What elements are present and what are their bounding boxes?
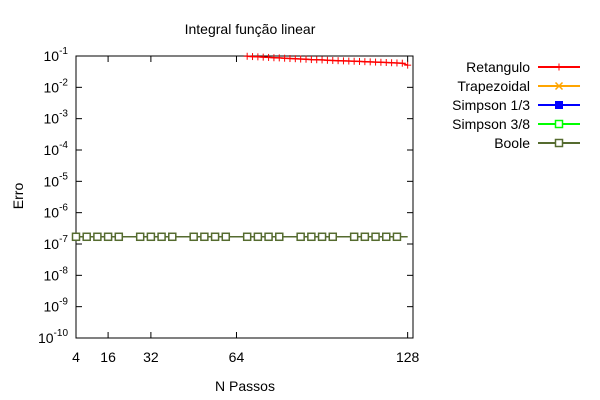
y-tick-label: 10-1 bbox=[44, 46, 69, 64]
legend: Retangulo Trapezoidal Simpson 1/3 Simpson 3… bbox=[452, 59, 580, 151]
data-point bbox=[157, 232, 166, 242]
data-point bbox=[135, 232, 145, 242]
data-point bbox=[360, 232, 370, 242]
data-point bbox=[328, 232, 338, 242]
data-point bbox=[210, 232, 220, 242]
data-point bbox=[371, 232, 380, 242]
legend-label: Simpson 3/8 bbox=[452, 116, 530, 132]
data-point bbox=[71, 232, 81, 242]
series-retangulo bbox=[243, 52, 412, 69]
data-point bbox=[82, 232, 91, 242]
y-tick-label: 10-2 bbox=[44, 77, 69, 95]
x-tick-label: 32 bbox=[143, 349, 159, 365]
data-point bbox=[398, 59, 406, 67]
y-axis-ticks: 10-1 10-2 10-3 10-4 10-5 10-6 10-7 10-8 10-9 10-1… bbox=[38, 46, 413, 346]
data-point bbox=[146, 232, 156, 242]
y-tick-label: 10-10 bbox=[38, 328, 68, 346]
y-tick-label: 10-4 bbox=[44, 140, 69, 158]
x-tick-label: 64 bbox=[229, 349, 245, 365]
data-point bbox=[382, 232, 391, 242]
chart-title: Integral função linear bbox=[185, 21, 316, 37]
y-axis-label: Erro bbox=[10, 183, 26, 210]
data-point bbox=[317, 232, 327, 242]
x-axis-ticks: 4 16 32 64 128 bbox=[72, 56, 420, 365]
data-point bbox=[93, 232, 102, 242]
data-point bbox=[221, 232, 231, 242]
legend-marker bbox=[555, 101, 563, 109]
data-point bbox=[168, 232, 177, 242]
data-point bbox=[200, 232, 209, 242]
x-tick-label: 16 bbox=[100, 349, 116, 365]
data-point bbox=[264, 232, 273, 242]
data-point bbox=[404, 61, 412, 69]
data-point bbox=[189, 232, 198, 242]
plot-border bbox=[75, 55, 414, 339]
data-point bbox=[296, 232, 305, 242]
x-tick-label: 128 bbox=[396, 349, 420, 365]
x-tick-label: 4 bbox=[72, 349, 80, 365]
legend-marker bbox=[554, 119, 564, 129]
data-point bbox=[349, 232, 359, 242]
y-tick-label: 10-7 bbox=[44, 234, 69, 252]
legend-label: Simpson 1/3 bbox=[452, 97, 530, 113]
y-tick-label: 10-6 bbox=[44, 203, 69, 221]
y-tick-label: 10-8 bbox=[44, 265, 69, 283]
data-point bbox=[392, 232, 402, 242]
y-tick-label: 10-9 bbox=[44, 297, 69, 315]
legend-marker bbox=[555, 63, 563, 71]
data-point bbox=[103, 232, 113, 242]
series-layer bbox=[71, 52, 412, 242]
series-boole bbox=[71, 232, 408, 242]
legend-label: Boole bbox=[494, 135, 530, 151]
y-tick-label: 10-5 bbox=[44, 171, 69, 189]
legend-marker bbox=[554, 138, 564, 148]
legend-marker bbox=[554, 81, 564, 91]
data-point bbox=[114, 232, 124, 242]
data-point bbox=[253, 232, 263, 242]
legend-label: Retangulo bbox=[466, 59, 530, 75]
plot-frame bbox=[75, 55, 414, 339]
data-point bbox=[307, 232, 316, 242]
legend-label: Trapezoidal bbox=[457, 78, 530, 94]
x-axis-label: N Passos bbox=[215, 378, 275, 394]
y-tick-label: 10-3 bbox=[44, 109, 69, 127]
data-point bbox=[275, 232, 284, 242]
data-point bbox=[242, 232, 252, 242]
